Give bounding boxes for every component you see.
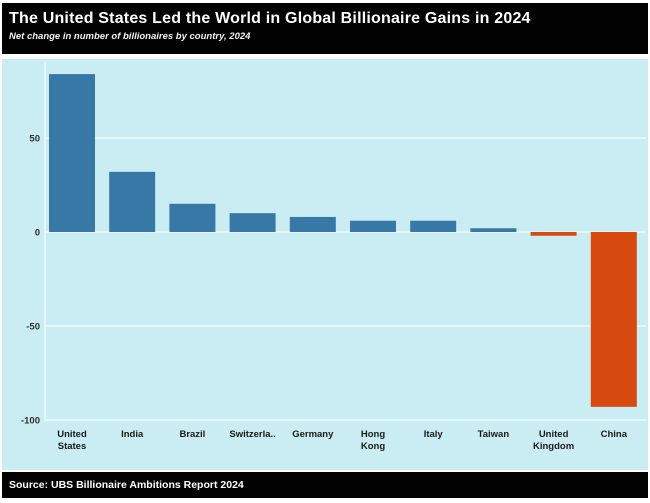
x-category-label-united-states: United	[57, 429, 87, 440]
source-bar: Source: UBS Billionaire Ambitions Report…	[2, 472, 648, 498]
bar-united-kingdom	[530, 232, 577, 236]
chart-title: The United States Led the World in Globa…	[9, 10, 531, 27]
x-category-label-italy: Italy	[424, 429, 444, 440]
y-tick-label: 0	[35, 228, 40, 239]
x-category-label-china: China	[601, 429, 628, 440]
bar-china	[590, 232, 637, 407]
bar-italy	[410, 220, 457, 232]
bar-switzerla	[229, 213, 276, 232]
y-tick-label: -100	[21, 416, 40, 427]
bar-united-states	[49, 74, 95, 232]
x-category-label-united-kingdom: United	[539, 429, 569, 440]
x-category-label-united-states: States	[58, 441, 87, 452]
bar-hong-kong	[350, 220, 396, 232]
chart-header: The United States Led the World in Globa…	[2, 3, 648, 54]
x-category-label-germany: Germany	[292, 429, 334, 440]
bar-brazil	[169, 203, 216, 232]
x-category-label-taiwan: Taiwan	[478, 429, 510, 440]
x-category-label-hong-kong: Hong	[361, 429, 385, 440]
x-category-label-united-kingdom: Kingdom	[533, 441, 574, 452]
x-category-label-hong-kong: Kong	[361, 441, 385, 452]
source-text: Source: UBS Billionaire Ambitions Report…	[9, 479, 244, 491]
bar-india	[109, 171, 156, 232]
y-tick-label: -50	[26, 322, 40, 333]
bar-taiwan	[470, 228, 517, 232]
x-category-label-india: India	[121, 429, 144, 440]
chart-plot-area: 50 0 -50 -100 United States India Brazil Switzer…	[2, 59, 648, 470]
bar-germany	[289, 216, 336, 232]
chart-subtitle: Net change in number of billionaires by …	[9, 31, 251, 42]
x-category-label-switzerla: Switzerla..	[229, 429, 275, 440]
y-tick-label: 50	[29, 134, 40, 145]
x-category-label-brazil: Brazil	[179, 429, 205, 440]
